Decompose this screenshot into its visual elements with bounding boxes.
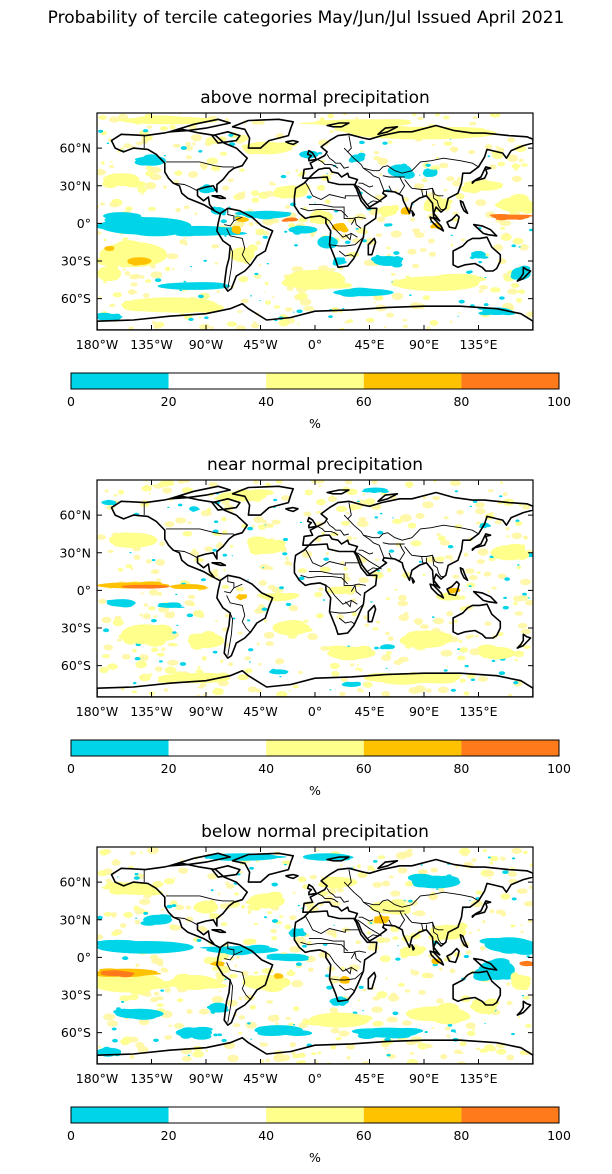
lon-tick-label: 135°W — [130, 1071, 172, 1086]
lon-tick-label: 45°E — [354, 337, 384, 352]
lon-tick-label: 45°W — [243, 1071, 278, 1086]
colorbar-segment — [461, 740, 559, 756]
colorbar-tick-label: 20 — [161, 1128, 177, 1143]
colorbar-segment — [71, 373, 169, 389]
lon-tick-label: 0° — [308, 704, 322, 719]
colorbar-segment — [461, 1107, 559, 1123]
lon-tick-label: 135°E — [459, 337, 497, 352]
lat-tick-label: 0° — [77, 950, 91, 965]
lon-tick-label: 45°E — [354, 1071, 384, 1086]
panel-below-normal: below normal precipitation 60°N 30°N 0° 30°… — [0, 822, 612, 1174]
lon-tick-label: 180°W — [76, 1071, 118, 1086]
lat-tick-label: 60°S — [61, 1025, 91, 1040]
lat-tick-label: 30°S — [61, 621, 91, 636]
lon-tick-label: 135°E — [459, 1071, 497, 1086]
colorbar-segment — [71, 1107, 169, 1123]
lon-tick-label: 90°E — [409, 704, 439, 719]
map-above-normal: 60°N 30°N 0° 30°S 60°S 180°W 135°W 90°W 45°W 0° 45… — [59, 112, 571, 431]
lon-tick-label: 180°W — [76, 337, 118, 352]
lon-tick-label: 45°W — [243, 704, 278, 719]
lat-tick-label: 60°N — [59, 141, 91, 156]
colorbar-tick-label: 80 — [453, 394, 469, 409]
country-borders — [143, 502, 479, 656]
colorbar-unit-label: % — [309, 783, 321, 798]
map-below-normal: 60°N 30°N 0° 30°S 60°S 180°W 135°W 90°W 45°W 0° 45… — [59, 846, 571, 1165]
colorbar-tick-label: 0 — [67, 761, 75, 776]
map-near-normal: 60°N 30°N 0° 30°S 60°S 180°W 135°W 90°W 45°W 0° 45… — [59, 479, 571, 798]
colorbar-tick-label: 20 — [161, 394, 177, 409]
colorbar-tick-label: 40 — [258, 1128, 274, 1143]
country-borders — [143, 135, 479, 289]
lat-tick-label: 30°N — [59, 178, 91, 193]
colorbar-tick-label: 100 — [547, 394, 571, 409]
colorbar-tick-label: 100 — [547, 761, 571, 776]
coastlines — [97, 118, 533, 330]
colorbar-segment — [266, 1107, 364, 1123]
lon-tick-label: 90°W — [189, 704, 224, 719]
lon-tick-label: 180°W — [76, 704, 118, 719]
coastlines — [97, 852, 533, 1064]
panel-title: below normal precipitation — [201, 822, 429, 842]
lon-tick-label: 135°E — [459, 704, 497, 719]
lat-tick-label: 0° — [77, 583, 91, 598]
colorbar-tick-label: 80 — [453, 761, 469, 776]
probability-field — [97, 480, 533, 697]
lon-tick-label: 90°W — [189, 337, 224, 352]
colorbar-segment — [363, 373, 462, 389]
colorbar-segment — [461, 373, 559, 389]
lat-tick-label: 60°S — [61, 658, 91, 673]
figure-title: Probability of tercile categories May/Ju… — [47, 8, 565, 28]
panel-title: above normal precipitation — [200, 88, 430, 108]
colorbar-segment — [266, 740, 364, 756]
lon-tick-label: 0° — [308, 1071, 322, 1086]
colorbar-tick-label: 60 — [356, 1128, 372, 1143]
colorbar: 0 20 40 60 80 100% — [67, 739, 571, 798]
lon-tick-label: 90°E — [409, 337, 439, 352]
colorbar-segment — [168, 373, 267, 389]
lon-tick-label: 45°E — [354, 704, 384, 719]
colorbar-tick-label: 100 — [547, 1128, 571, 1143]
lat-tick-label: 60°S — [61, 291, 91, 306]
colorbar-tick-label: 60 — [356, 761, 372, 776]
lon-tick-label: 135°W — [130, 337, 172, 352]
lon-tick-label: 90°W — [189, 1071, 224, 1086]
probability-field — [97, 113, 533, 330]
colorbar-tick-label: 60 — [356, 394, 372, 409]
colorbar-unit-label: % — [309, 1150, 321, 1165]
lat-tick-label: 30°N — [59, 912, 91, 927]
panel-near-normal: near normal precipitation 60°N 30°N 0° 30°S… — [0, 455, 612, 815]
colorbar-tick-label: 80 — [453, 1128, 469, 1143]
lon-tick-label: 0° — [308, 337, 322, 352]
colorbar-segment — [168, 740, 267, 756]
colorbar-segment — [363, 740, 462, 756]
colorbar-segment — [266, 373, 364, 389]
lon-tick-label: 45°W — [243, 337, 278, 352]
lat-tick-label: 0° — [77, 216, 91, 231]
lat-tick-label: 60°N — [59, 508, 91, 523]
panel-above-normal: above normal precipitation 60°N 30°N 0° 30°… — [0, 88, 612, 448]
lat-tick-label: 60°N — [59, 875, 91, 890]
colorbar: 0 20 40 60 80 100% — [67, 372, 571, 431]
lon-tick-label: 135°W — [130, 704, 172, 719]
colorbar: 0 20 40 60 80 100% — [67, 1106, 571, 1165]
lat-tick-label: 30°S — [61, 254, 91, 269]
country-borders — [143, 869, 479, 1023]
colorbar-segment — [71, 740, 169, 756]
colorbar-tick-label: 40 — [258, 394, 274, 409]
coastlines — [97, 485, 533, 697]
colorbar-unit-label: % — [309, 416, 321, 431]
colorbar-tick-label: 0 — [67, 1128, 75, 1143]
probability-field — [97, 847, 533, 1064]
colorbar-tick-label: 0 — [67, 394, 75, 409]
panel-title: near normal precipitation — [206, 455, 424, 475]
colorbar-segment — [168, 1107, 267, 1123]
lon-tick-label: 90°E — [409, 1071, 439, 1086]
lat-tick-label: 30°S — [61, 988, 91, 1003]
colorbar-tick-label: 40 — [258, 761, 274, 776]
lat-tick-label: 30°N — [59, 545, 91, 560]
colorbar-tick-label: 20 — [161, 761, 177, 776]
colorbar-segment — [363, 1107, 462, 1123]
